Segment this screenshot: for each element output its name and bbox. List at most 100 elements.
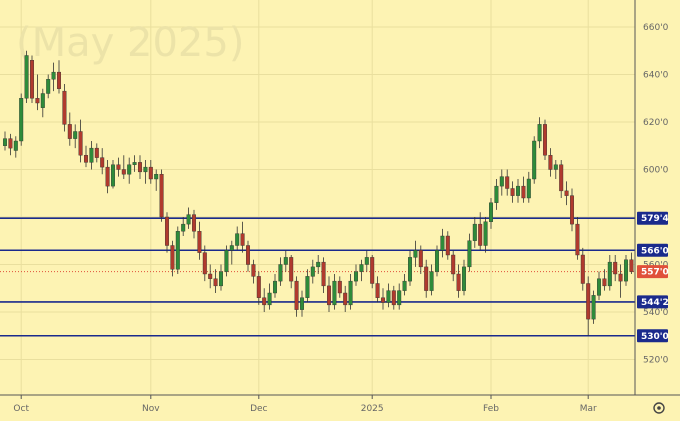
candle-body	[451, 254, 456, 275]
candle-body	[78, 131, 83, 156]
price-levels	[0, 217, 635, 337]
candle-body	[337, 280, 342, 294]
candle-body	[19, 98, 24, 142]
time-tick-label: Mar	[580, 404, 597, 414]
candle-body	[262, 297, 267, 306]
candle-body	[532, 140, 537, 180]
candle-body	[418, 250, 423, 268]
candle-body	[516, 185, 521, 196]
watermark-text: (May 2025)	[16, 20, 244, 66]
candle-body	[424, 266, 429, 291]
candle-body	[148, 166, 153, 180]
candle-body	[370, 257, 375, 284]
candle-body	[602, 278, 607, 287]
candle-body	[537, 124, 542, 142]
candle-body	[548, 155, 553, 170]
candle-body	[321, 261, 326, 287]
candle-body	[164, 216, 169, 246]
candle-body	[489, 202, 494, 222]
time-tick-label: Feb	[483, 404, 499, 414]
candle-body	[348, 280, 353, 306]
candle-body	[132, 162, 137, 165]
candlesticks	[3, 50, 634, 336]
candle-body	[256, 276, 261, 298]
candle-body	[181, 223, 186, 232]
candle-body	[105, 166, 110, 187]
candle-body	[332, 280, 337, 306]
candle-body	[510, 188, 515, 196]
candle-body	[170, 245, 175, 270]
level-price-tag-box	[637, 243, 668, 257]
candle-body	[413, 250, 418, 258]
price-tick-label: 660'0	[643, 23, 669, 33]
candle-body	[375, 283, 380, 298]
price-tags: 579'4 566'0 544'2 530'0 557'0	[637, 211, 669, 343]
candle-body	[629, 259, 634, 272]
candle-body	[13, 140, 18, 151]
candle-body	[46, 79, 51, 94]
candle-body	[580, 254, 585, 284]
level-price-tag-label: 566'0	[641, 246, 669, 256]
candle-body	[575, 223, 580, 256]
candle-body	[67, 124, 72, 139]
candle-body	[467, 240, 472, 268]
candle-body	[110, 164, 115, 187]
candle-body	[40, 93, 45, 108]
candle-body	[267, 292, 272, 306]
candle-body	[224, 250, 229, 272]
candle-body	[305, 276, 310, 298]
candle-body	[273, 280, 278, 294]
candle-body	[316, 261, 321, 268]
candle-body	[300, 297, 305, 310]
candle-body	[283, 257, 288, 265]
candle-body	[381, 297, 386, 303]
candle-body	[391, 290, 396, 306]
candle-body	[462, 266, 467, 291]
candle-body	[159, 174, 164, 218]
candle-body	[591, 295, 596, 320]
candle-body	[553, 164, 558, 170]
candle-body	[354, 271, 359, 282]
level-price-tag-label: 530'0	[641, 332, 669, 342]
current-price-tag-label: 557'0	[641, 268, 669, 278]
candle-body	[494, 185, 499, 203]
time-tick-label: Oct	[13, 404, 29, 414]
candle-body	[8, 138, 13, 149]
candle-body	[359, 264, 364, 272]
time-tick-label: 2025	[361, 404, 384, 414]
grid-lines	[0, 0, 635, 395]
candle-body	[408, 257, 413, 282]
candle-body	[472, 223, 477, 241]
level-price-tag-label: 579'4	[641, 214, 669, 224]
candle-body	[73, 131, 78, 139]
candle-body	[607, 261, 612, 287]
candle-body	[521, 185, 526, 199]
candle-body	[191, 214, 196, 232]
candle-body	[235, 233, 240, 246]
candle-body	[197, 231, 202, 253]
candle-body	[229, 245, 234, 251]
candle-body	[435, 250, 440, 272]
candle-body	[35, 98, 40, 104]
candle-body	[618, 273, 623, 282]
candle-body	[137, 162, 142, 173]
candle-body	[186, 214, 191, 225]
candle-body	[127, 164, 132, 175]
candle-body	[278, 264, 283, 282]
time-tick-label: Dec	[250, 404, 267, 414]
price-tick-label: 600'0	[643, 166, 669, 176]
candle-body	[343, 292, 348, 306]
candle-body	[397, 290, 402, 306]
candle-body	[499, 176, 504, 187]
price-tick-label: 540'0	[643, 308, 669, 318]
settings-icon[interactable]	[653, 402, 665, 414]
candle-body	[386, 290, 391, 303]
candle-body	[24, 55, 29, 99]
candle-body	[613, 261, 618, 275]
candle-body	[564, 190, 569, 196]
candle-body	[94, 147, 99, 158]
candle-body	[402, 280, 407, 291]
candle-body	[245, 245, 250, 265]
candle-body	[294, 280, 299, 310]
